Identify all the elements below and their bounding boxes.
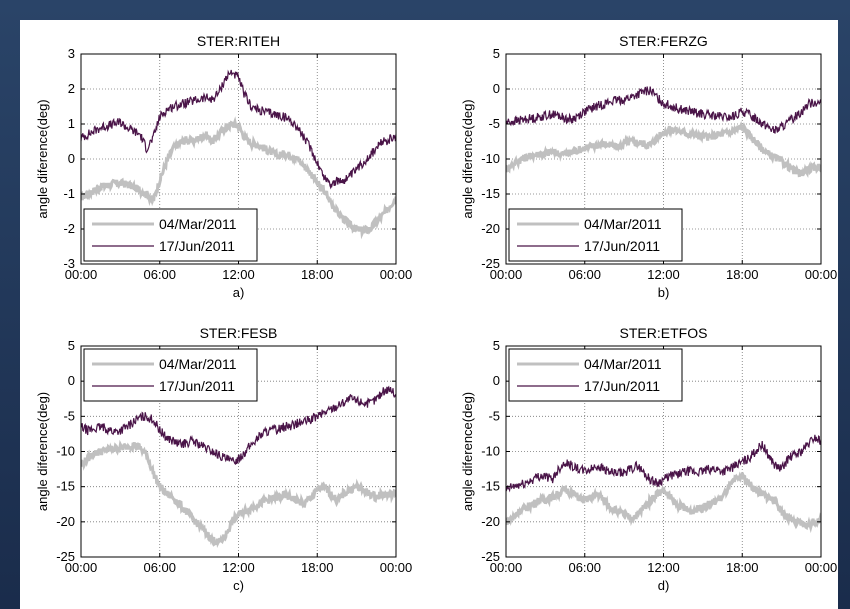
y-tick-label: -20 bbox=[481, 221, 500, 236]
y-tick-label: 3 bbox=[68, 46, 75, 61]
chart-caption: d) bbox=[658, 578, 670, 593]
y-tick-label: -25 bbox=[481, 549, 500, 564]
legend-label: 17/Jun/2011 bbox=[584, 378, 660, 394]
x-tick-label: 00:00 bbox=[380, 560, 413, 575]
x-tick-label: 00:00 bbox=[490, 560, 523, 575]
x-tick-label: 06:00 bbox=[143, 267, 176, 282]
y-tick-label: -20 bbox=[481, 514, 500, 529]
x-tick-label: 18:00 bbox=[301, 560, 334, 575]
y-tick-label: -1 bbox=[63, 186, 75, 201]
series-line-mar bbox=[506, 120, 821, 179]
x-tick-label: 00:00 bbox=[380, 267, 413, 282]
y-axis-label: angle diference(deg) bbox=[460, 99, 475, 218]
y-tick-label: 0 bbox=[493, 81, 500, 96]
legend-label: 04/Mar/2011 bbox=[159, 356, 237, 372]
x-tick-label: 12:00 bbox=[222, 267, 255, 282]
series-line-jun bbox=[506, 86, 821, 134]
y-tick-label: 0 bbox=[68, 373, 75, 388]
y-tick-label: -5 bbox=[63, 408, 75, 423]
x-tick-label: 00:00 bbox=[490, 267, 523, 282]
chart-title: STER:RITEH bbox=[197, 33, 280, 49]
y-tick-label: 2 bbox=[68, 81, 75, 96]
chart-caption: a) bbox=[233, 285, 245, 300]
chart-2: -25 -20 -15 -10 -5 0 5 00:00 06:00 12:00 18:00 00:0… bbox=[460, 33, 837, 300]
series-line-mar bbox=[81, 116, 396, 240]
x-tick-label: 12:00 bbox=[647, 267, 680, 282]
x-tick-label: 00:00 bbox=[65, 267, 98, 282]
y-axis-label: angle diference(deg) bbox=[35, 392, 50, 511]
legend-box bbox=[508, 208, 683, 262]
y-tick-label: -15 bbox=[56, 479, 75, 494]
y-tick-label: 0 bbox=[493, 373, 500, 388]
y-tick-label: -5 bbox=[488, 408, 500, 423]
chart-title: STER:FERZG bbox=[619, 33, 708, 49]
y-tick-label: -5 bbox=[488, 116, 500, 131]
x-tick-label: 12:00 bbox=[647, 560, 680, 575]
legend-box bbox=[508, 348, 683, 402]
series-line-mar bbox=[81, 439, 396, 548]
x-tick-label: 12:00 bbox=[222, 560, 255, 575]
y-tick-label: 0 bbox=[68, 151, 75, 166]
x-tick-label: 18:00 bbox=[301, 267, 334, 282]
legend-label: 04/Mar/2011 bbox=[584, 216, 662, 232]
chart-1: -3 -2 -1 0 1 2 3 00:00 06:00 12:00 18:00 00:00 STER:… bbox=[35, 33, 412, 300]
legend-label: 17/Jun/2011 bbox=[159, 378, 235, 394]
y-tick-label: -10 bbox=[481, 151, 500, 166]
chart-title: STER:FESB bbox=[200, 325, 278, 341]
series-line-jun bbox=[506, 434, 821, 493]
chart-title: STER:ETFOS bbox=[620, 325, 708, 341]
y-axis-label: angle diference(deg) bbox=[460, 392, 475, 511]
y-tick-label: -20 bbox=[56, 514, 75, 529]
y-tick-label: 5 bbox=[493, 46, 500, 61]
x-tick-label: 06:00 bbox=[568, 560, 601, 575]
y-tick-label: -25 bbox=[481, 256, 500, 271]
legend-box bbox=[83, 348, 258, 402]
chart-3: -25 -20 -15 -10 -5 0 5 00:00 06:00 12:00 18:00 00:0… bbox=[35, 325, 412, 593]
legend-label: 17/Jun/2011 bbox=[584, 238, 660, 254]
chart-caption: c) bbox=[233, 578, 244, 593]
x-tick-label: 06:00 bbox=[568, 267, 601, 282]
series-line-jun bbox=[81, 385, 396, 466]
chart-caption: b) bbox=[658, 285, 670, 300]
y-tick-label: -2 bbox=[63, 221, 75, 236]
legend-label: 17/Jun/2011 bbox=[159, 238, 235, 254]
x-tick-label: 06:00 bbox=[143, 560, 176, 575]
series-line-mar bbox=[506, 471, 821, 534]
x-tick-label: 00:00 bbox=[805, 560, 838, 575]
y-tick-label: -25 bbox=[56, 549, 75, 564]
x-tick-label: 18:00 bbox=[726, 560, 759, 575]
y-tick-label: -15 bbox=[481, 479, 500, 494]
x-tick-label: 00:00 bbox=[65, 560, 98, 575]
y-tick-label: 5 bbox=[68, 338, 75, 353]
x-tick-label: 18:00 bbox=[726, 267, 759, 282]
legend-box bbox=[83, 208, 258, 262]
y-tick-label: 1 bbox=[68, 116, 75, 131]
x-tick-label: 00:00 bbox=[805, 267, 838, 282]
y-axis-label: angle diference(deg) bbox=[35, 99, 50, 218]
chart-4: -25 -20 -15 -10 -5 0 5 00:00 06:00 12:00 18:00 00:0… bbox=[460, 325, 837, 593]
y-tick-label: -3 bbox=[63, 256, 75, 271]
y-tick-label: 5 bbox=[493, 338, 500, 353]
y-tick-label: -10 bbox=[56, 444, 75, 459]
legend-label: 04/Mar/2011 bbox=[159, 216, 237, 232]
series-line-jun bbox=[81, 69, 396, 190]
y-tick-label: -10 bbox=[481, 444, 500, 459]
y-tick-label: -15 bbox=[481, 186, 500, 201]
legend-label: 04/Mar/2011 bbox=[584, 356, 662, 372]
